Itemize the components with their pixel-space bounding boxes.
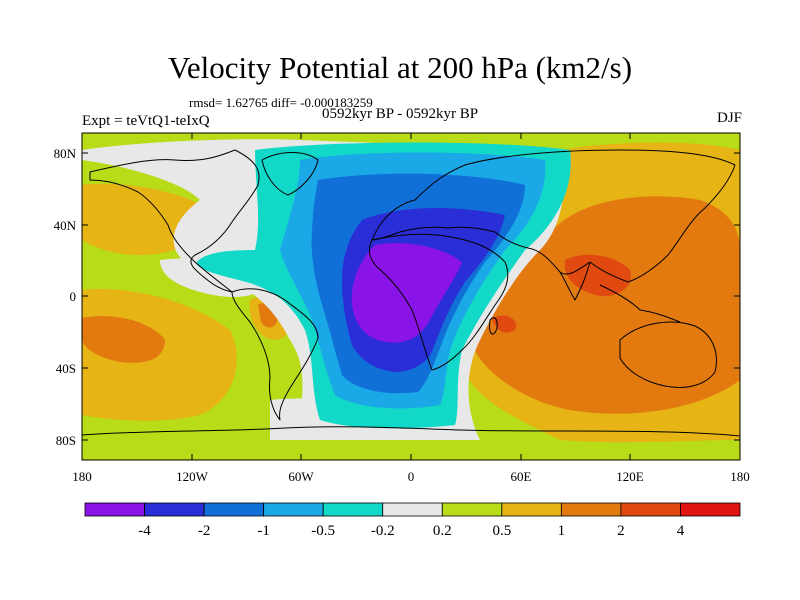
colorbar-swatch [144,502,205,517]
lat-tick-label: 0 [70,289,77,304]
season-label: DJF [716,110,742,126]
colorbar-label: -1 [257,523,270,539]
coastline-greenland [261,152,319,196]
coastlines [82,149,740,437]
colorbar-label: -0.2 [371,523,395,539]
stats-label: rmsd= 1.62765 diff= -0.000183259 [189,95,373,110]
coastline-south-america [231,288,319,421]
colorbar-swatch [263,502,324,517]
colorbar-label: 0.5 [492,523,511,539]
lon-tick-label: 180 [730,469,750,484]
period-label: 0592kyr BP - 0592kyr BP [322,106,479,122]
lon-tick-label: 120W [176,469,209,484]
colorbar-swatch [322,502,384,517]
coastline-antarctica [82,426,740,437]
colorbar-swatch [84,502,145,517]
coastline-india [559,261,591,301]
lat-tick-label: 40S [56,361,76,376]
colorbar-label: 2 [617,523,625,539]
colorbar-swatch [560,502,622,517]
plot-title: Velocity Potential at 200 hPa (km2/s) [167,50,633,85]
coastline-madagascar [489,317,498,335]
contour-fill-neg-4 [351,243,462,343]
coastline-australia [619,321,717,388]
lat-tick-label: 80N [54,146,77,161]
lon-tick-label: 60E [511,469,532,484]
colorbar-label: 0.2 [433,523,452,539]
colorbar-label: -2 [198,523,211,539]
colorbar-swatch [203,502,265,517]
lat-tick-label: 40N [54,218,77,233]
coastline-africa [369,233,509,371]
colorbar-label: -4 [138,523,151,539]
colorbar-label: 4 [677,523,685,539]
colorbar-swatch [620,502,681,517]
colorbar-swatch [382,502,443,517]
contour-fill-4-max-b [492,315,517,333]
lon-tick-label: 180 [72,469,92,484]
lon-tick-label: 60W [288,469,314,484]
colorbar: -4 -2 -1 -0.5 -0.2 0.2 0.5 1 2 4 [84,502,741,539]
experiment-label: Expt = teVtQ1-teIxQ [82,113,210,129]
contour-fill-west-2-4 [82,316,165,363]
lon-tick-label: 120E [616,469,644,484]
colorbar-label: 1 [558,523,566,539]
coastline-southeast-asia [599,284,681,323]
lat-tick-label: 80S [56,433,76,448]
colorbar-swatch [441,502,503,517]
latitude-axis: 80N 40N 0 40S 80S [54,146,740,448]
colorbar-swatch [680,502,741,517]
longitude-axis: 180 120W 60W 0 60E 120E 180 [72,133,750,484]
colorbar-swatch [501,502,562,517]
coastline-eurasia [371,149,736,283]
lon-tick-label: 0 [408,469,415,484]
coastline-north-america [89,149,260,293]
velocity-potential-field [82,133,740,460]
colorbar-label: -0.5 [311,523,335,539]
